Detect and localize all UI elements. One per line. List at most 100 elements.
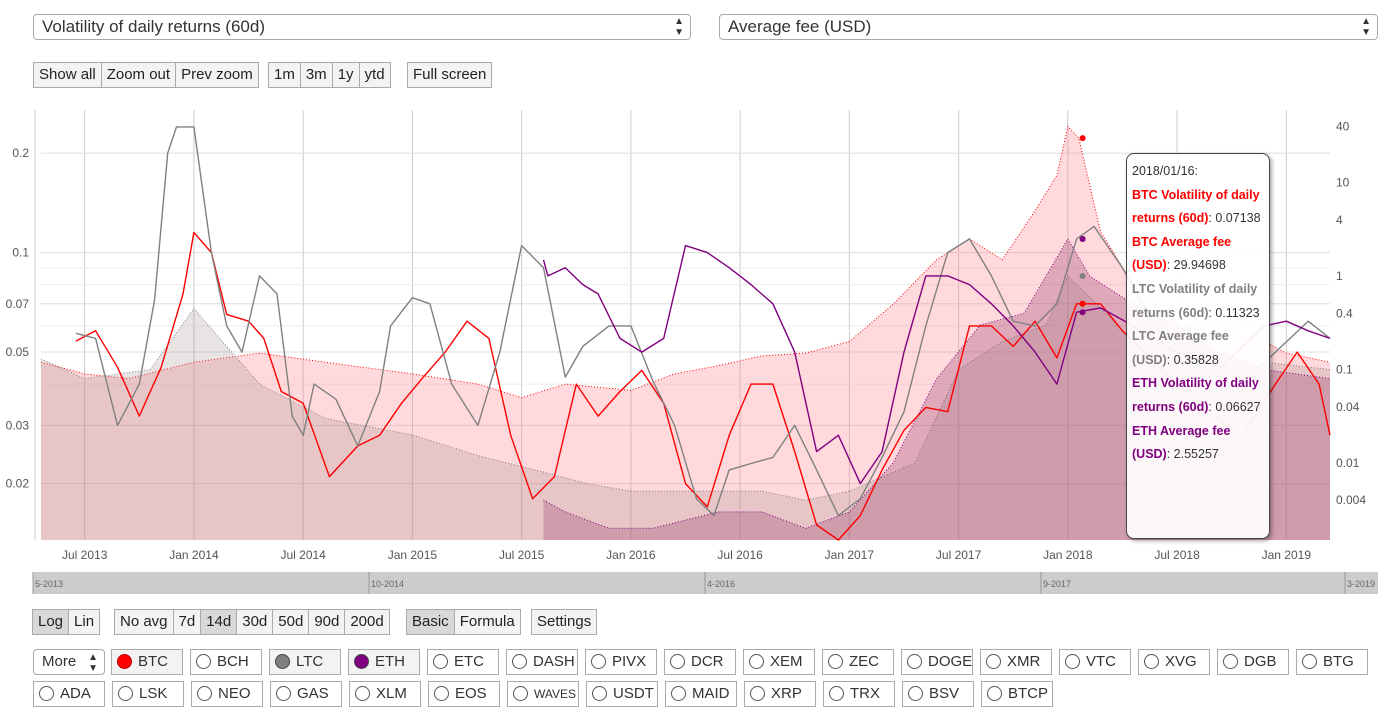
- fee-area-outline-eth: [543, 238, 1331, 529]
- coin-toggle-xlm[interactable]: XLM: [349, 681, 421, 707]
- coin-label: TRX: [850, 685, 880, 702]
- coin-toggle-xrp[interactable]: XRP: [744, 681, 816, 707]
- y-right-tick-label: 0.004: [1336, 493, 1366, 507]
- right-metric-select[interactable]: Average fee (USD) ▲ ▼: [719, 14, 1378, 40]
- select-arrows-icon: ▲ ▼: [88, 652, 98, 674]
- fee-area-btc: [41, 126, 1330, 540]
- hover-marker-ltc: [1079, 273, 1086, 280]
- coin-toggle-pivx[interactable]: PIVX: [585, 649, 657, 675]
- avg-14d-button[interactable]: 14d: [201, 610, 237, 634]
- coin-toggle-dgb[interactable]: DGB: [1217, 649, 1289, 675]
- coin-toggle-zec[interactable]: ZEC: [822, 649, 894, 675]
- coin-toggle-ada[interactable]: ADA: [33, 681, 105, 707]
- coin-toggle-dcr[interactable]: DCR: [664, 649, 736, 675]
- settings-button[interactable]: Settings: [532, 610, 597, 634]
- mode-button-group: Basic Formula: [406, 609, 521, 635]
- coin-toggle-neo[interactable]: NEO: [191, 681, 263, 707]
- coin-radio-icon: [1065, 654, 1080, 669]
- coin-radio-icon: [987, 686, 1002, 701]
- coin-radio-icon: [749, 654, 764, 669]
- y-left-tick-label: 0.1: [12, 246, 29, 260]
- tooltip-entry-value: 0.07138: [1215, 211, 1261, 226]
- coin-toggle-btcp[interactable]: BTCP: [981, 681, 1053, 707]
- coin-toggle-gas[interactable]: GAS: [270, 681, 342, 707]
- range-1y-button[interactable]: 1y: [332, 63, 359, 87]
- coin-toggle-ltc[interactable]: LTC: [269, 649, 341, 675]
- more-select-value: More: [42, 653, 77, 670]
- coin-label: MAID: [692, 685, 730, 702]
- coin-label: ADA: [60, 685, 91, 702]
- coin-toggle-btc[interactable]: BTC: [111, 649, 183, 675]
- coin-toggle-xem[interactable]: XEM: [743, 649, 815, 675]
- coin-radio-icon: [512, 654, 527, 669]
- navigator-label: 5-2013: [35, 579, 63, 589]
- hover-marker-btc: [1079, 135, 1086, 142]
- left-metric-value: Volatility of daily returns (60d): [42, 17, 265, 36]
- avg-50d-button[interactable]: 50d: [273, 610, 309, 634]
- coin-toggle-trx[interactable]: TRX: [823, 681, 895, 707]
- coin-label: BCH: [217, 653, 249, 670]
- coin-toggle-eth[interactable]: ETH: [348, 649, 420, 675]
- coin-toggle-eos[interactable]: EOS: [428, 681, 500, 707]
- coin-label: EOS: [455, 685, 487, 702]
- coin-radio-icon: [39, 686, 54, 701]
- left-metric-select[interactable]: Volatility of daily returns (60d) ▲ ▼: [33, 14, 691, 40]
- x-tick-label: Jan 2017: [825, 548, 875, 562]
- range-button-group: 1m 3m 1y ytd: [268, 62, 391, 88]
- y-right-tick-label: 10: [1336, 176, 1350, 190]
- more-coins-select[interactable]: More ▲ ▼: [33, 649, 105, 675]
- coin-toggle-xmr[interactable]: XMR: [980, 649, 1052, 675]
- navigator-label: 4-2016: [707, 579, 735, 589]
- range-3m-button[interactable]: 3m: [300, 63, 332, 87]
- coin-radio-icon: [434, 686, 449, 701]
- avg-90d-button[interactable]: 90d: [309, 610, 345, 634]
- tooltip-entry: ETH Average fee (USD): 2.55257: [1132, 420, 1264, 467]
- y-right-tick-label: 0.04: [1336, 400, 1360, 414]
- prev-zoom-button[interactable]: Prev zoom: [176, 63, 258, 87]
- coin-radio-icon: [908, 686, 923, 701]
- tooltip-entry-label: ETH Average fee (USD): [1132, 423, 1231, 462]
- coin-toggle-vtc[interactable]: VTC: [1059, 649, 1131, 675]
- full-screen-button[interactable]: Full screen: [408, 63, 492, 87]
- coin-radio-icon: [670, 654, 685, 669]
- zoom-out-button[interactable]: Zoom out: [101, 63, 176, 87]
- coin-toggle-lsk[interactable]: LSK: [112, 681, 184, 707]
- avg-none-button[interactable]: No avg: [115, 610, 173, 634]
- show-all-button[interactable]: Show all: [34, 63, 101, 87]
- coin-toggle-bch[interactable]: BCH: [190, 649, 262, 675]
- coin-radio-icon: [591, 654, 606, 669]
- coin-label: BTCP: [1008, 685, 1049, 702]
- lin-scale-button[interactable]: Lin: [69, 610, 100, 634]
- range-1m-button[interactable]: 1m: [269, 63, 300, 87]
- coin-toggle-waves[interactable]: WAVES: [507, 681, 579, 707]
- coin-toggle-etc[interactable]: ETC: [427, 649, 499, 675]
- y-left-tick-label: 0.2: [12, 146, 29, 160]
- x-tick-label: Jul 2016: [717, 548, 763, 562]
- coin-toggle-bsv[interactable]: BSV: [902, 681, 974, 707]
- coin-label: BTC: [138, 653, 168, 670]
- log-scale-button[interactable]: Log: [33, 610, 69, 634]
- basic-mode-button[interactable]: Basic: [407, 610, 454, 634]
- avg-button-group: No avg 7d 14d 30d 50d 90d 200d: [114, 609, 390, 635]
- avg-200d-button[interactable]: 200d: [345, 610, 389, 634]
- x-tick-label: Jul 2014: [280, 548, 326, 562]
- range-ytd-button[interactable]: ytd: [359, 63, 390, 87]
- coin-label: DASH: [533, 653, 575, 670]
- coin-label: XVG: [1165, 653, 1197, 670]
- tooltip-separator: :: [1166, 447, 1174, 462]
- y-right-tick-label: 40: [1336, 119, 1350, 133]
- coin-toggle-xvg[interactable]: XVG: [1138, 649, 1210, 675]
- coin-toggle-usdt[interactable]: USDT: [586, 681, 658, 707]
- coin-label: ETC: [454, 653, 484, 670]
- coin-toggle-btg[interactable]: BTG: [1296, 649, 1368, 675]
- coin-toggle-maid[interactable]: MAID: [665, 681, 737, 707]
- formula-mode-button[interactable]: Formula: [454, 610, 520, 634]
- avg-30d-button[interactable]: 30d: [237, 610, 273, 634]
- coin-toggle-doge[interactable]: DOGE: [901, 649, 973, 675]
- select-arrows-icon: ▲ ▼: [674, 16, 684, 38]
- coin-radio-icon: [828, 654, 843, 669]
- avg-7d-button[interactable]: 7d: [173, 610, 201, 634]
- x-tick-label: Jul 2013: [62, 548, 108, 562]
- tooltip-entry-label: LTC Average fee (USD): [1132, 329, 1229, 367]
- coin-toggle-dash[interactable]: DASH: [506, 649, 578, 675]
